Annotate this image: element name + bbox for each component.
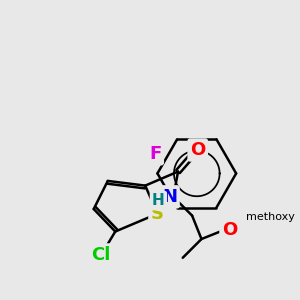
Text: S: S (151, 205, 164, 223)
Text: O: O (190, 141, 206, 159)
Text: methoxy: methoxy (245, 212, 294, 223)
Text: F: F (149, 145, 161, 163)
Text: Cl: Cl (92, 246, 111, 264)
Text: N: N (162, 188, 177, 206)
Text: H: H (152, 193, 165, 208)
Text: O: O (222, 221, 237, 239)
